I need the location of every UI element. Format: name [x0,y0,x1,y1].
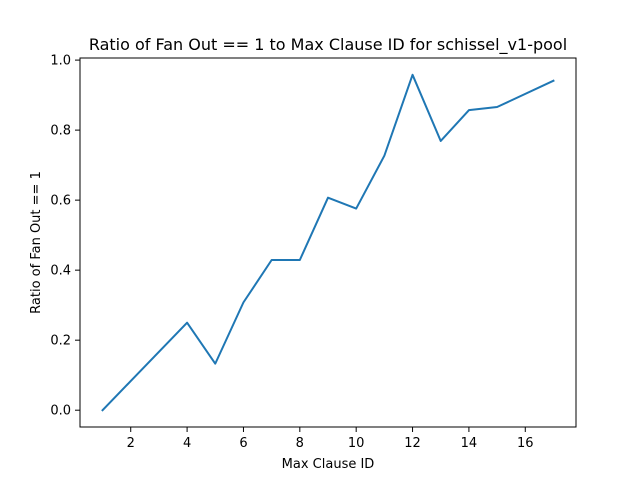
x-axis-ticks: 2 4 6 8 10 12 14 16 [127,427,534,451]
axes-background [80,58,576,427]
series-layer [101,73,555,412]
y-tick-label: 0.2 [50,334,71,349]
plot-area [79,57,577,428]
axes-frame [79,57,577,428]
y-tick-label: 0.4 [50,264,71,279]
y-tick-label: 0.6 [50,194,71,209]
x-tick-label: 4 [183,436,191,451]
x-tick-label: 16 [517,436,534,451]
y-tick-label: 0.8 [50,124,71,139]
series-line [101,73,555,412]
y-tick-label: 1.0 [50,54,71,69]
x-tick-label: 8 [296,436,304,451]
x-tick-label: 2 [127,436,135,451]
y-axis-title: Ratio of Fan Out == 1 [29,171,44,314]
chart-title: Ratio of Fan Out == 1 to Max Clause ID f… [89,35,567,55]
y-tick-label: 0.0 [50,404,71,419]
x-tick-label: 6 [239,436,247,451]
x-tick-label: 10 [348,436,365,451]
x-tick-label: 12 [404,436,421,451]
y-axis-ticks: 0.0 0.2 0.4 0.6 0.8 1.0 [50,54,80,419]
x-axis-title: Max Clause ID [282,457,375,472]
x-tick-label: 14 [461,436,478,451]
